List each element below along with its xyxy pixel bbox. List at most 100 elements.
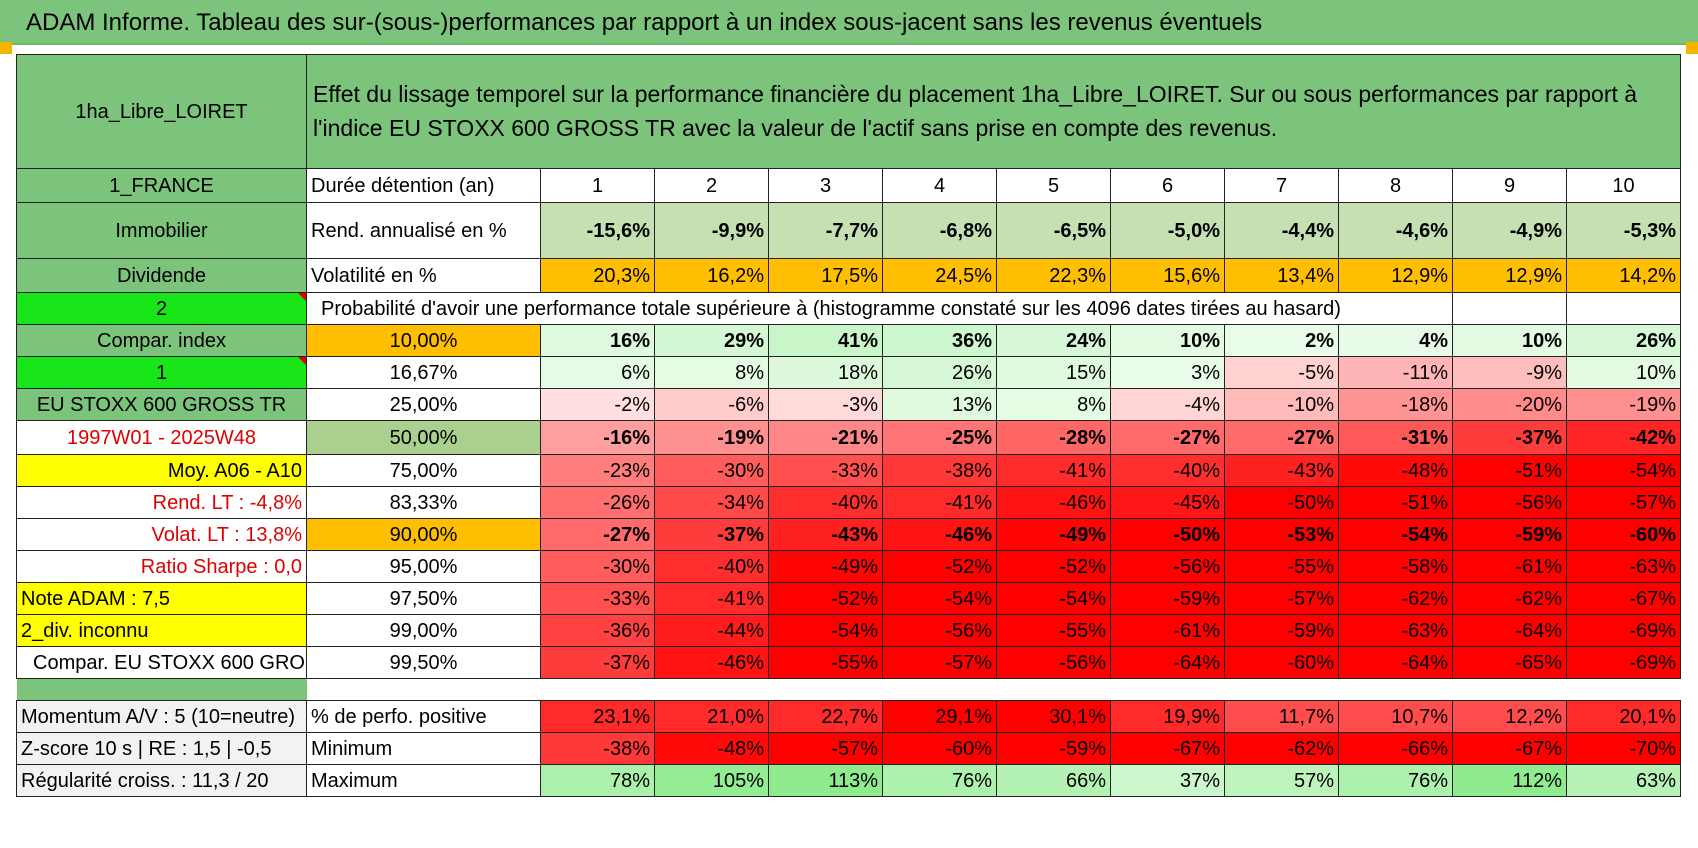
- stat-label-positive: % de perfo. positive: [306, 700, 541, 733]
- rend-value: -6,5%: [996, 202, 1111, 259]
- percentile-value: -54%: [768, 614, 883, 647]
- bottom-value-positive: 21,0%: [654, 700, 769, 733]
- selection-handle-right[interactable]: [1686, 42, 1698, 54]
- percentile-value: -41%: [882, 486, 997, 519]
- percentile-value: -64%: [1338, 646, 1453, 679]
- percentile-value: -69%: [1565, 614, 1682, 647]
- income-type-label: Dividende: [16, 258, 307, 293]
- percentile-value: 36%: [882, 324, 997, 357]
- percentile-value: -59%: [1110, 582, 1225, 615]
- percentile-value: -45%: [1110, 486, 1225, 519]
- bottom-value-minimum: -59%: [996, 732, 1111, 765]
- rend-value: -15,6%: [540, 202, 655, 259]
- bottom-value-maximum: 63%: [1565, 764, 1682, 797]
- percentile-value: -61%: [1452, 550, 1567, 583]
- percentile-value: 10%: [1452, 324, 1567, 357]
- percentile-value: -46%: [996, 486, 1111, 519]
- percentile-value: -49%: [768, 550, 883, 583]
- year-header: 2: [654, 168, 769, 203]
- vol-value: 22,3%: [996, 258, 1111, 293]
- percentile-value: -44%: [654, 614, 769, 647]
- percentile-value: -52%: [882, 550, 997, 583]
- percentile-value: -48%: [1338, 454, 1453, 487]
- empty-cell: [1452, 292, 1567, 325]
- rend-value: -6,8%: [882, 202, 997, 259]
- percentile-value: -37%: [654, 518, 769, 551]
- country-label: 1_FRANCE: [16, 168, 307, 203]
- percentile-value: 6%: [540, 356, 655, 389]
- percentile-value: -23%: [540, 454, 655, 487]
- year-header: 6: [1110, 168, 1225, 203]
- percentile-value: -57%: [1565, 486, 1682, 519]
- percentile-value: -41%: [654, 582, 769, 615]
- rend-label: Rend. annualisé en %: [306, 202, 541, 259]
- selector-cell[interactable]: 2: [16, 292, 307, 325]
- bottom-value-minimum: -67%: [1452, 732, 1567, 765]
- left-label-period: 1997W01 - 2025W48: [16, 420, 307, 455]
- bottom-value-maximum: 37%: [1110, 764, 1225, 797]
- percentile-value: 8%: [996, 388, 1111, 421]
- fund-name: 1ha_Libre_LOIRET: [16, 54, 307, 169]
- percentile-label: 99,00%: [306, 614, 541, 647]
- percentile-value: -33%: [768, 454, 883, 487]
- bottom-value-maximum: 78%: [540, 764, 655, 797]
- vol-value: 12,9%: [1452, 258, 1567, 293]
- empty-cell: [1565, 292, 1682, 325]
- probability-caption: Probabilité d'avoir une performance tota…: [306, 292, 1453, 325]
- year-header: 9: [1452, 168, 1567, 203]
- left-label-div: 2_div. inconnu: [16, 614, 307, 647]
- percentile-value: -21%: [768, 420, 883, 455]
- percentile-value: -56%: [996, 646, 1111, 679]
- percentile-label: 25,00%: [306, 388, 541, 421]
- percentile-value: -6%: [654, 388, 769, 421]
- bottom-value-positive: 30,1%: [996, 700, 1111, 733]
- bottom-value-positive: 10,7%: [1338, 700, 1453, 733]
- bottom-value-positive: 22,7%: [768, 700, 883, 733]
- percentile-value: -67%: [1565, 582, 1682, 615]
- rend-value: -4,6%: [1338, 202, 1453, 259]
- percentile-value: -43%: [768, 518, 883, 551]
- left-label-sharpe: Ratio Sharpe : 0,0: [16, 550, 307, 583]
- percentile-value: -60%: [1224, 646, 1339, 679]
- percentile-value: -41%: [996, 454, 1111, 487]
- percentile-label: 50,00%: [306, 420, 541, 455]
- percentile-value: 10%: [1565, 356, 1682, 389]
- spacer-cell: [16, 678, 307, 701]
- percentile-value: -55%: [1224, 550, 1339, 583]
- percentile-value: -42%: [1565, 420, 1682, 455]
- percentile-value: -56%: [1110, 550, 1225, 583]
- percentile-value: -5%: [1224, 356, 1339, 389]
- rend-value: -5,3%: [1565, 202, 1682, 259]
- percentile-value: -60%: [1565, 518, 1682, 551]
- year-header: 3: [768, 168, 883, 203]
- vol-value: 17,5%: [768, 258, 883, 293]
- percentile-value: -61%: [1110, 614, 1225, 647]
- year-header: 8: [1338, 168, 1453, 203]
- percentile-value: 10%: [1110, 324, 1225, 357]
- percentile-value: 26%: [1565, 324, 1682, 357]
- bottom-value-minimum: -70%: [1565, 732, 1682, 765]
- percentile-value: -27%: [1110, 420, 1225, 455]
- percentile-value: 3%: [1110, 356, 1225, 389]
- left-label-volat-lt: Volat. LT : 13,8%: [16, 518, 307, 551]
- percentile-value: -46%: [882, 518, 997, 551]
- percentile-value: -63%: [1565, 550, 1682, 583]
- percentile-value: -43%: [1224, 454, 1339, 487]
- percentile-value: -51%: [1452, 454, 1567, 487]
- percentile-value: -25%: [882, 420, 997, 455]
- percentile-value: -33%: [540, 582, 655, 615]
- selection-handle-left[interactable]: [0, 42, 12, 54]
- percentile-value: -4%: [1110, 388, 1225, 421]
- percentile-value: -54%: [882, 582, 997, 615]
- bottom-value-maximum: 112%: [1452, 764, 1567, 797]
- rend-value: -4,9%: [1452, 202, 1567, 259]
- left-label-index-number[interactable]: 1: [16, 356, 307, 389]
- percentile-value: 24%: [996, 324, 1111, 357]
- percentile-value: -36%: [540, 614, 655, 647]
- percentile-value: 16%: [540, 324, 655, 357]
- report-title: ADAM Informe. Tableau des sur-(sous-)per…: [0, 0, 1698, 45]
- percentile-value: -18%: [1338, 388, 1453, 421]
- bottom-label-minimum: Z-score 10 s | RE : 1,5 | -0,5: [16, 732, 307, 765]
- percentile-value: -27%: [540, 518, 655, 551]
- percentile-value: -59%: [1224, 614, 1339, 647]
